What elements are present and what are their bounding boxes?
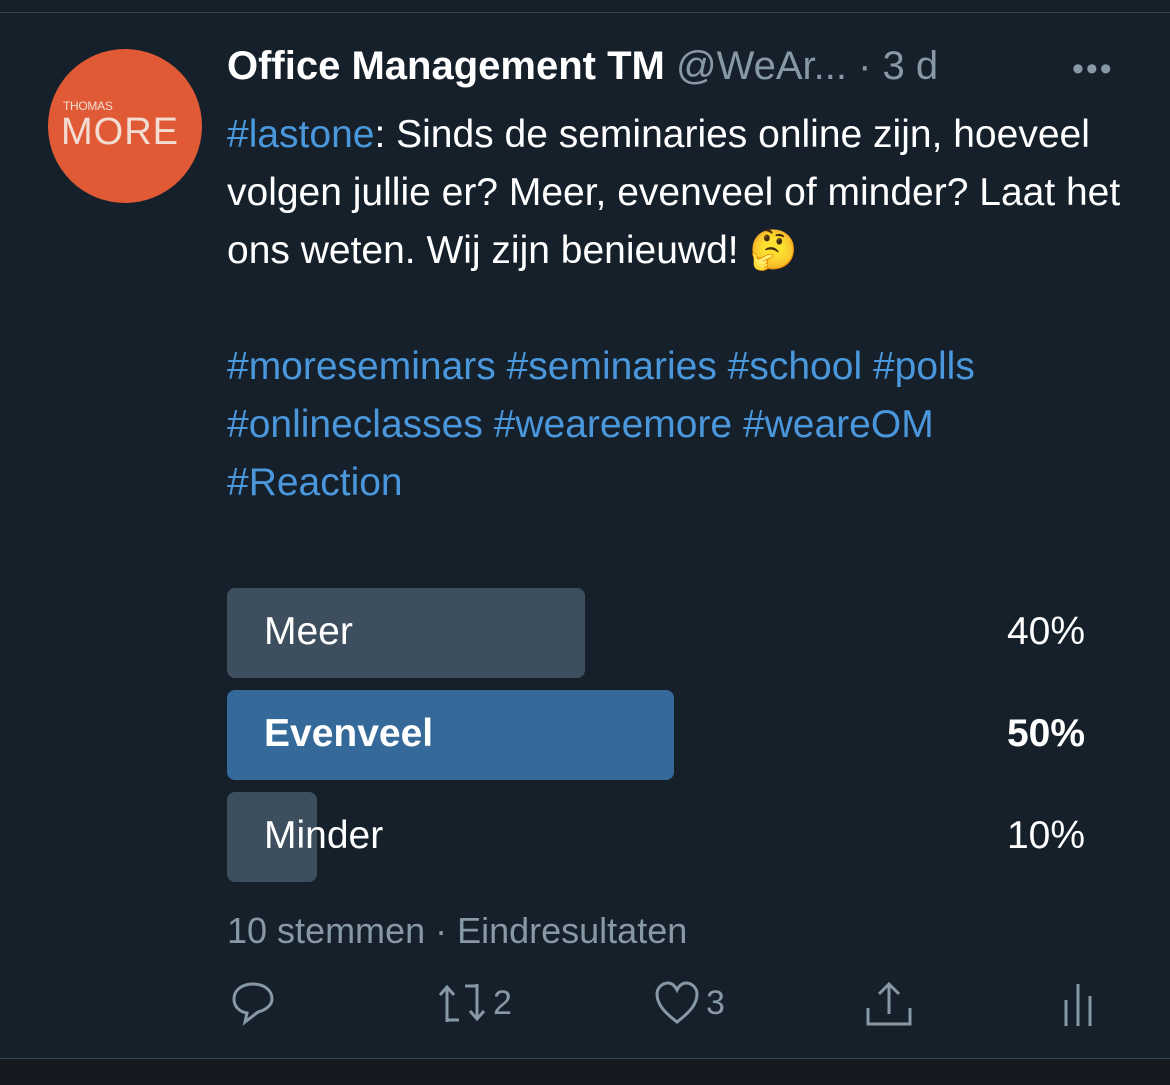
tweet-body: : Sinds de seminaries online zijn, hoeve… <box>227 113 1121 272</box>
tweet-text: #lastone: Sinds de seminaries online zij… <box>227 106 1127 512</box>
poll-option-percent: 10% <box>1006 814 1085 857</box>
poll-option-label: Meer <box>264 610 353 653</box>
divider <box>0 12 1170 13</box>
author-name[interactable]: Office Management TM <box>227 44 665 88</box>
analytics-icon <box>1064 984 1092 1026</box>
logo-text: MORE <box>61 111 179 153</box>
like-count: 3 <box>706 983 725 1022</box>
poll-bar <box>227 690 674 780</box>
vote-count: 10 stemmen <box>227 910 426 951</box>
hashtags[interactable]: #moreseminars #seminaries #school #polls <box>227 345 975 388</box>
poll-bar <box>227 588 585 678</box>
poll-bar <box>227 792 317 882</box>
hashtags[interactable]: #Reaction <box>227 461 403 504</box>
reply-button[interactable] <box>230 980 276 1026</box>
author-handle[interactable]: @WeAr... <box>675 44 847 88</box>
poll-status: Eindresultaten <box>457 910 688 951</box>
retweet-button[interactable]: 2 <box>437 980 512 1026</box>
poll-option: Evenveel 50% <box>227 690 1087 780</box>
avatar[interactable]: THOMAS MORE <box>48 49 202 203</box>
heart-icon <box>655 981 699 1024</box>
hashtags[interactable]: #onlineclasses #weareemore #weareOM <box>227 403 934 446</box>
more-options-icon[interactable]: ••• <box>1072 50 1114 88</box>
timestamp[interactable]: · 3 d <box>858 44 939 88</box>
poll-option-label: Evenveel <box>264 712 434 755</box>
analytics-button[interactable] <box>1058 980 1098 1030</box>
retweet-icon <box>438 984 486 1022</box>
share-button[interactable] <box>864 980 914 1030</box>
poll-option-label: Minder <box>264 814 384 857</box>
tweet-header: Office Management TM @WeAr... · 3 d <box>227 44 1127 89</box>
poll-option: Minder 10% <box>227 792 1087 882</box>
poll-option: Meer 40% <box>227 588 1087 678</box>
like-button[interactable]: 3 <box>654 980 725 1026</box>
bottom-bar <box>0 1058 1170 1085</box>
poll-meta: 10 stemmen · Eindresultaten <box>227 910 688 951</box>
logo-text: THOMAS <box>63 99 113 113</box>
poll-option-percent: 40% <box>1006 610 1085 653</box>
hashtag-link[interactable]: #lastone <box>227 113 375 156</box>
share-icon <box>866 981 912 1026</box>
poll-option-percent: 50% <box>1006 712 1085 755</box>
reply-icon <box>232 982 274 1026</box>
retweet-count: 2 <box>493 983 512 1022</box>
